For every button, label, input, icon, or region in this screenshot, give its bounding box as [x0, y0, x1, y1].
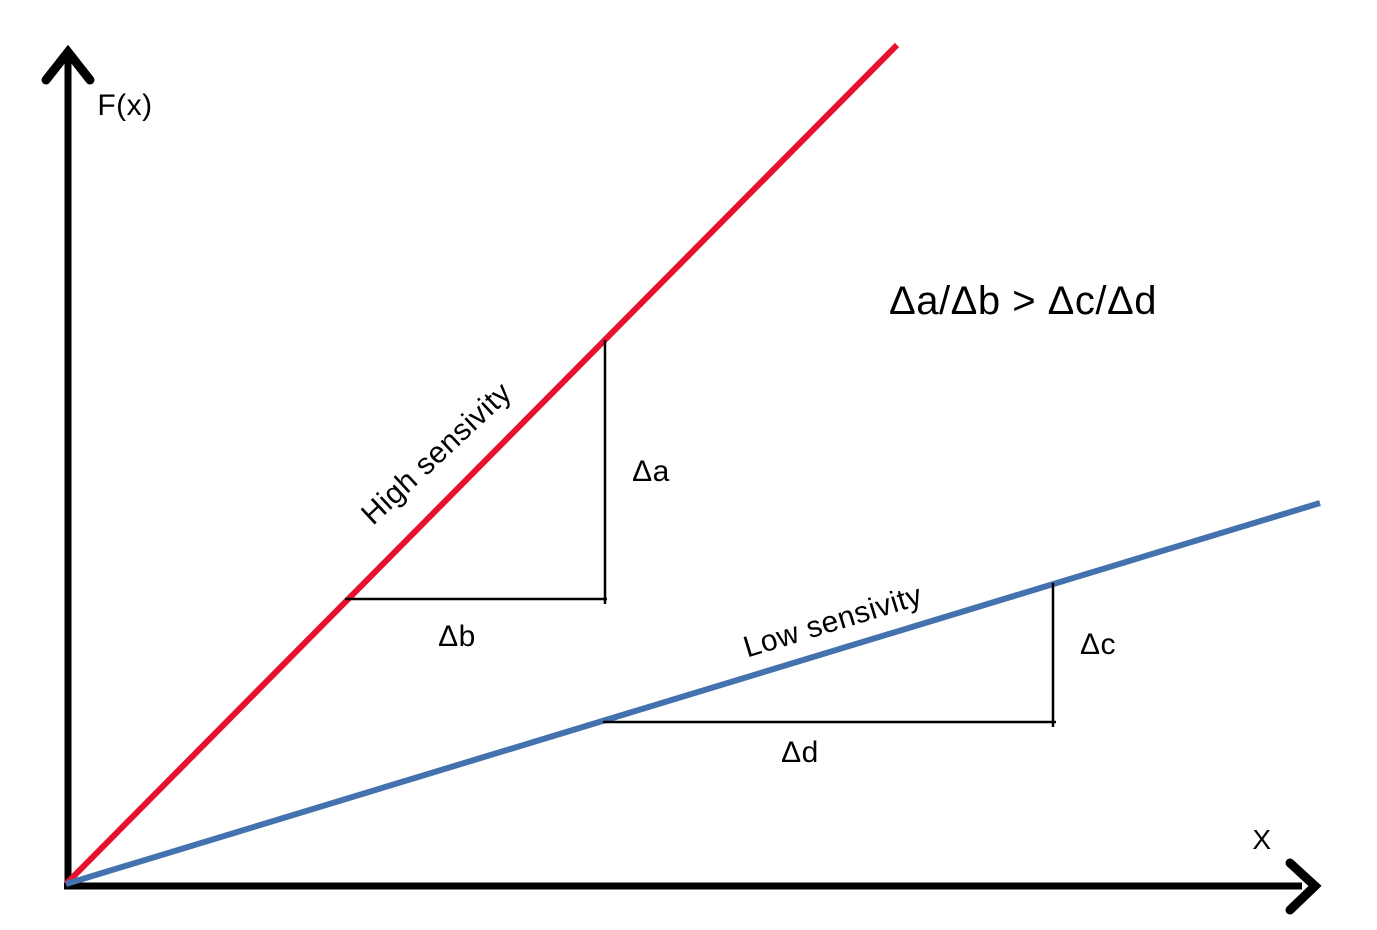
delta-a-label: Δa: [632, 455, 670, 488]
low-sensitivity-line: [65, 500, 1321, 887]
y-axis-arrowhead-icon: [41, 44, 95, 85]
y-axis-label: F(x): [97, 89, 153, 122]
delta-d-label: Δd: [781, 736, 819, 769]
delta-b-label: Δb: [438, 620, 476, 653]
delta-c-label: Δc: [1079, 628, 1117, 661]
x-axis-arrowhead-icon: [1285, 858, 1322, 915]
slope-inequality-formula: Δa/Δb > Δc/Δd: [889, 279, 1157, 323]
high-sensitivity-line: [63, 42, 900, 887]
x-axis-label: X: [1252, 824, 1272, 855]
